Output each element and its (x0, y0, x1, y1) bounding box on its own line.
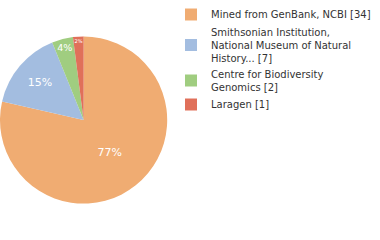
svg-text:Smithsonian Institution,Nation: Smithsonian Institution,National Museum … (211, 27, 351, 64)
svg-text:Mined from GenBank, NCBI [34]: Mined from GenBank, NCBI [34] (211, 9, 371, 20)
svg-text:Laragen [1]: Laragen [1] (211, 99, 269, 110)
svg-text:77%: 77% (97, 146, 121, 159)
svg-text:4%: 4% (57, 42, 72, 53)
svg-text:Centre for BiodiversityGenomic: Centre for BiodiversityGenomics [2] (211, 69, 324, 93)
svg-text:2%: 2% (75, 38, 83, 44)
svg-text:15%: 15% (28, 76, 52, 89)
